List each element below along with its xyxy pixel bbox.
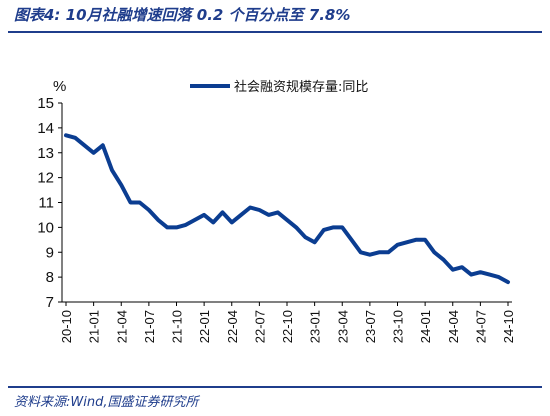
series-group (64, 133, 510, 285)
data-point (73, 136, 77, 140)
data-point (331, 225, 335, 229)
data-point (193, 218, 197, 222)
y-ticks: 7 8 9 10 11 12 13 14 15 (37, 95, 62, 311)
data-point (285, 218, 289, 222)
data-point (423, 238, 427, 242)
data-point (184, 223, 188, 227)
data-point (396, 243, 399, 247)
y-tick-label: 11 (38, 195, 54, 212)
data-point (64, 133, 68, 137)
data-point (230, 220, 234, 224)
x-tick-label: 23-07 (363, 310, 378, 343)
data-point (110, 168, 114, 172)
x-tick-label: 24-04 (446, 310, 461, 343)
x-tick-label: 22-07 (252, 310, 267, 343)
data-point (303, 235, 307, 239)
y-tick-label: 15 (37, 95, 54, 112)
data-point (340, 225, 344, 229)
title-divider (8, 31, 542, 33)
y-tick-label: 14 (37, 120, 54, 137)
y-tick-label: 8 (46, 269, 54, 286)
data-point (147, 208, 151, 212)
x-tick-label: 23-10 (391, 310, 406, 343)
y-tick-label: 12 (37, 170, 54, 187)
y-tick-label: 9 (46, 244, 54, 261)
data-point (211, 220, 215, 224)
data-point (478, 270, 482, 274)
legend: 社会融资规模存量:同比 (190, 79, 368, 95)
data-point (92, 151, 96, 155)
data-point (405, 240, 409, 244)
data-point (119, 183, 123, 187)
data-point (442, 258, 446, 262)
data-point (128, 201, 132, 204)
data-point (488, 273, 492, 277)
data-point (460, 265, 464, 269)
data-point (451, 268, 455, 272)
data-point (82, 143, 86, 147)
footer-divider (8, 386, 542, 388)
data-point (101, 143, 105, 147)
x-tick-label: 20-10 (59, 310, 74, 343)
x-tick-label: 23-04 (335, 310, 350, 343)
x-ticks: 20-10 21-01 21-04 21-07 21-10 22-01 22-04 22-07… (59, 302, 516, 343)
x-tick-label: 24-10 (501, 310, 516, 343)
data-point (257, 208, 261, 212)
data-point (267, 213, 271, 217)
data-point (313, 240, 317, 244)
x-tick-label: 24-07 (473, 310, 488, 343)
data-point (377, 250, 381, 254)
legend-label: 社会融资规模存量:同比 (234, 79, 368, 95)
data-point (414, 238, 418, 242)
figure-title: 图表4: 10月社融增速回落 0.2 个百分点至 7.8% (14, 6, 351, 24)
y-tick-label: 10 (37, 219, 54, 236)
source-note: 资料来源:Wind,国盛证券研究所 (14, 395, 199, 410)
y-axis-unit: % (53, 78, 66, 95)
data-point (276, 210, 280, 214)
data-point (202, 213, 206, 217)
y-tick-label: 7 (46, 294, 54, 311)
data-point (221, 210, 225, 214)
data-point (506, 280, 510, 284)
data-point (386, 250, 390, 254)
x-tick-label: 21-07 (142, 310, 157, 343)
x-tick-label: 21-04 (114, 310, 129, 343)
x-tick-label: 23-01 (308, 310, 323, 343)
data-point (175, 225, 178, 229)
data-point (239, 213, 243, 217)
series-line (64, 133, 510, 285)
data-point (368, 253, 372, 257)
data-point (349, 238, 353, 242)
x-tick-label: 21-01 (87, 310, 102, 343)
x-tick-label: 24-01 (418, 310, 433, 343)
data-point (294, 225, 298, 229)
data-point (138, 201, 142, 204)
data-point (165, 225, 169, 229)
data-point (497, 275, 501, 279)
data-point (156, 218, 160, 222)
x-tick-label: 22-04 (225, 310, 240, 343)
data-point (432, 250, 436, 254)
data-point (248, 205, 252, 209)
data-point (322, 228, 326, 232)
x-tick-label: 22-01 (197, 310, 212, 343)
x-tick-label: 22-10 (280, 310, 295, 343)
data-point (469, 273, 473, 277)
x-tick-label: 21-10 (170, 310, 185, 343)
y-tick-label: 13 (37, 145, 54, 162)
data-point (359, 250, 363, 254)
